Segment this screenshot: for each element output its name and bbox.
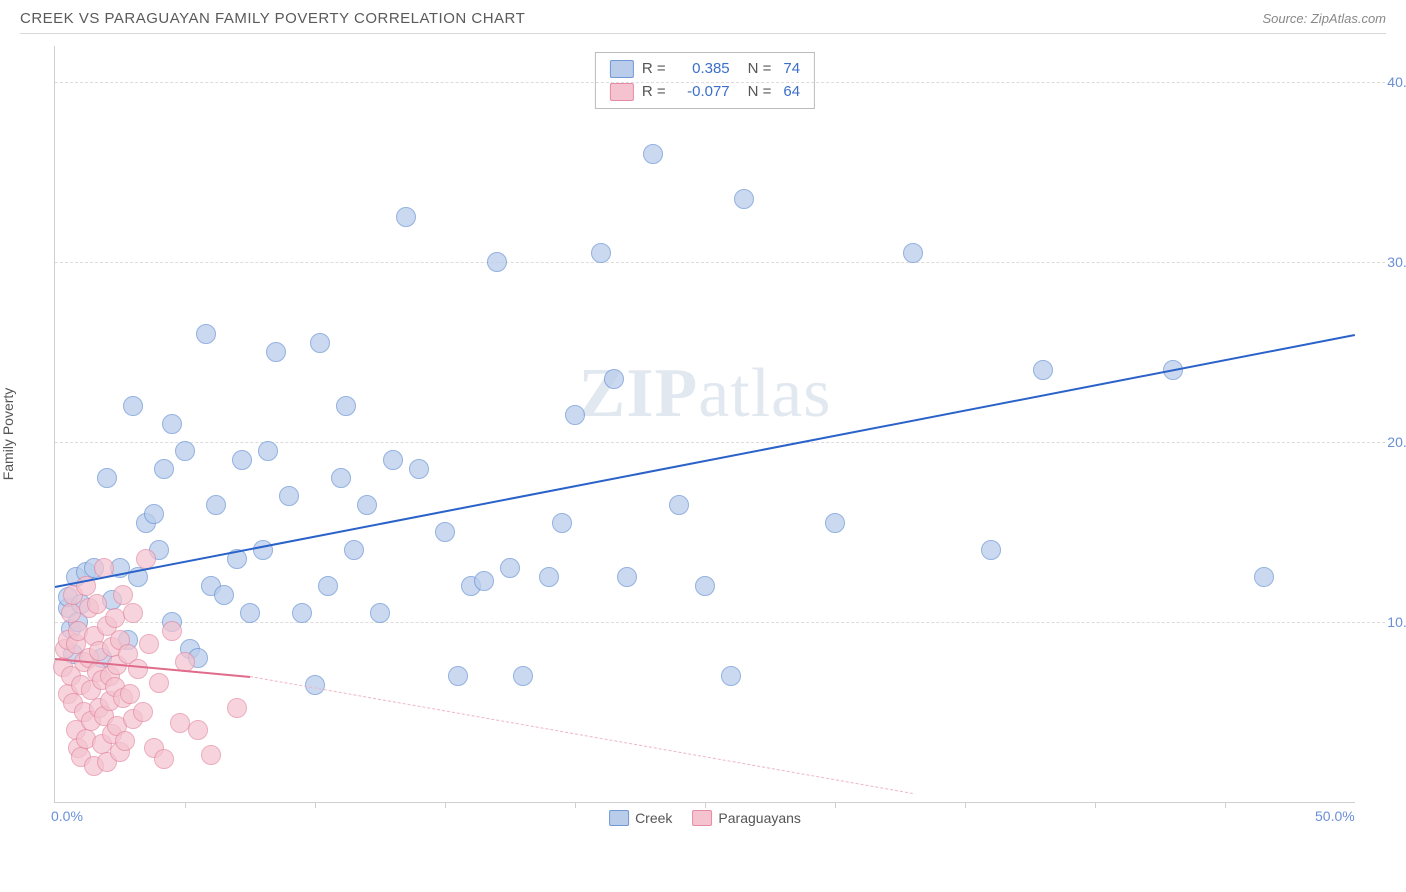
legend-series: Creek Paraguayans (609, 810, 801, 826)
data-point (669, 495, 689, 515)
data-point (825, 513, 845, 533)
data-point (201, 745, 221, 765)
data-point (162, 621, 182, 641)
data-point (61, 603, 81, 623)
y-tick-label: 20.0% (1387, 434, 1406, 450)
x-tick-mark (1095, 802, 1096, 808)
data-point (617, 567, 637, 587)
data-point (474, 571, 494, 591)
chart-title: CREEK VS PARAGUAYAN FAMILY POVERTY CORRE… (20, 10, 525, 27)
data-point (695, 576, 715, 596)
data-point (214, 585, 234, 605)
data-point (396, 207, 416, 227)
x-tick-label: 50.0% (1315, 808, 1355, 824)
gridline (55, 622, 1385, 623)
data-point (175, 441, 195, 461)
data-point (123, 396, 143, 416)
y-tick-label: 30.0% (1387, 254, 1406, 270)
trend-line (250, 676, 913, 794)
data-point (344, 540, 364, 560)
data-point (604, 369, 624, 389)
data-point (305, 675, 325, 695)
data-point (253, 540, 273, 560)
data-point (139, 634, 159, 654)
y-tick-label: 10.0% (1387, 614, 1406, 630)
data-point (227, 698, 247, 718)
data-point (115, 731, 135, 751)
data-point (232, 450, 252, 470)
data-point (539, 567, 559, 587)
data-point (123, 603, 143, 623)
data-point (903, 243, 923, 263)
data-point (513, 666, 533, 686)
gridline (55, 262, 1385, 263)
legend-item: Creek (609, 810, 672, 826)
data-point (206, 495, 226, 515)
legend-item: Paraguayans (692, 810, 801, 826)
data-point (292, 603, 312, 623)
data-point (357, 495, 377, 515)
data-point (154, 459, 174, 479)
watermark: ZIPatlas (579, 354, 832, 434)
data-point (266, 342, 286, 362)
x-tick-mark (445, 802, 446, 808)
data-point (279, 486, 299, 506)
chart-container: Family Poverty ZIPatlas R =0.385N =74R =… (20, 33, 1386, 834)
data-point (643, 144, 663, 164)
data-point (409, 459, 429, 479)
x-tick-mark (315, 802, 316, 808)
y-axis-label: Family Poverty (0, 388, 16, 481)
data-point (196, 324, 216, 344)
data-point (188, 720, 208, 740)
x-tick-mark (1225, 802, 1226, 808)
data-point (149, 673, 169, 693)
data-point (565, 405, 585, 425)
data-point (240, 603, 260, 623)
data-point (370, 603, 390, 623)
data-point (87, 594, 107, 614)
gridline (55, 82, 1385, 83)
data-point (1254, 567, 1274, 587)
x-tick-mark (965, 802, 966, 808)
data-point (128, 659, 148, 679)
data-point (170, 713, 190, 733)
legend-row: R =-0.077N =64 (610, 81, 800, 104)
data-point (721, 666, 741, 686)
plot-area: ZIPatlas R =0.385N =74R =-0.077N =64 Cre… (54, 46, 1355, 803)
data-point (258, 441, 278, 461)
x-tick-mark (705, 802, 706, 808)
data-point (97, 468, 117, 488)
data-point (383, 450, 403, 470)
data-point (105, 608, 125, 628)
data-point (318, 576, 338, 596)
data-point (144, 504, 164, 524)
data-point (500, 558, 520, 578)
data-point (133, 702, 153, 722)
x-tick-mark (185, 802, 186, 808)
y-tick-label: 40.0% (1387, 74, 1406, 90)
data-point (331, 468, 351, 488)
gridline (55, 442, 1385, 443)
data-point (120, 684, 140, 704)
data-point (981, 540, 1001, 560)
data-point (310, 333, 330, 353)
data-point (435, 522, 455, 542)
legend-row: R =0.385N =74 (610, 58, 800, 81)
data-point (487, 252, 507, 272)
data-point (448, 666, 468, 686)
source-attribution: Source: ZipAtlas.com (1262, 11, 1386, 26)
legend-correlation: R =0.385N =74R =-0.077N =64 (595, 52, 815, 109)
x-tick-mark (835, 802, 836, 808)
data-point (591, 243, 611, 263)
data-point (1033, 360, 1053, 380)
data-point (113, 585, 133, 605)
data-point (154, 749, 174, 769)
data-point (162, 414, 182, 434)
x-tick-label: 0.0% (51, 808, 83, 824)
data-point (734, 189, 754, 209)
data-point (552, 513, 572, 533)
data-point (336, 396, 356, 416)
x-tick-mark (575, 802, 576, 808)
